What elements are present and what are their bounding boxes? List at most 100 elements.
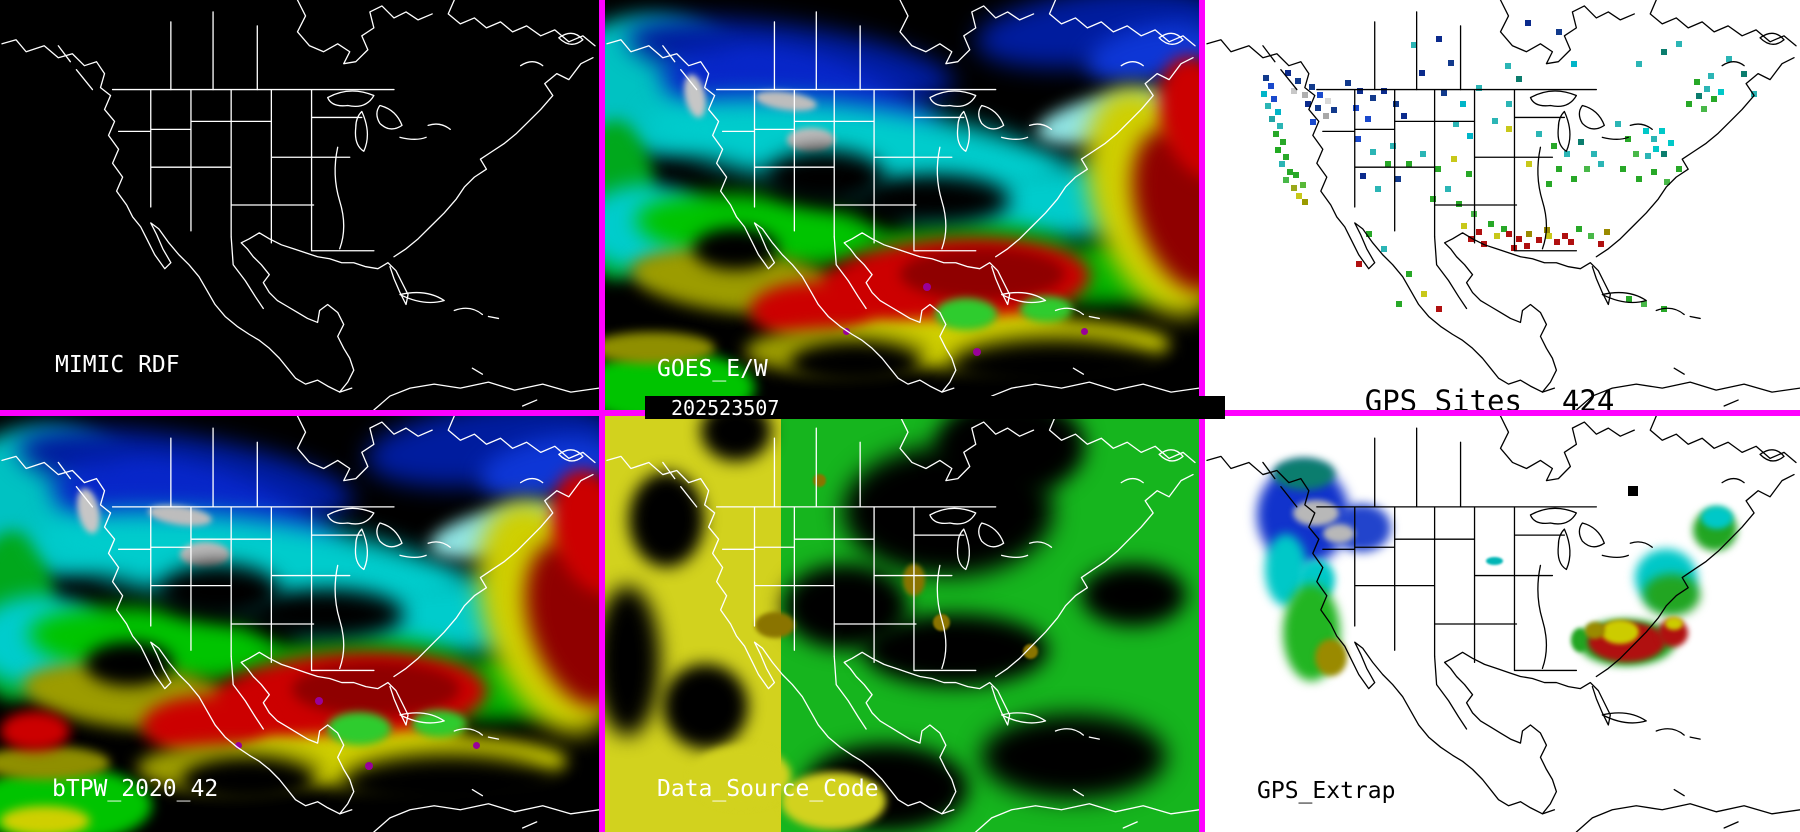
gps-site-dot: [1420, 151, 1426, 157]
gps-site-dot: [1505, 63, 1511, 69]
tpw-field-patch: [950, 338, 1160, 393]
gps-site-dot: [1451, 156, 1457, 162]
gps-site-dot: [1275, 109, 1281, 115]
gps-site-dot: [1467, 133, 1473, 139]
gps-site-dot: [1360, 173, 1366, 179]
gps-site-dot: [1481, 241, 1487, 247]
gps-site-dot: [1661, 306, 1667, 312]
gps-site-dot: [1269, 116, 1275, 122]
gps-site-dot: [1633, 151, 1639, 157]
gps-site-dot: [1273, 131, 1279, 137]
gps-extrap-patch: [1273, 458, 1335, 490]
gps-site-dot: [1645, 153, 1651, 159]
gps-site-dot: [1524, 243, 1530, 249]
gps-extrap-patch: [1486, 557, 1503, 565]
gps-site-dot: [1345, 80, 1351, 86]
data-source-patch: [863, 614, 1048, 686]
tpw-field-patch: [292, 662, 460, 716]
gps-site-dot: [1466, 171, 1472, 177]
gps-site-dot: [1726, 56, 1732, 62]
gps-site-dot: [1694, 79, 1700, 85]
gps-site-dot: [1302, 92, 1308, 98]
tpw-field-patch: [315, 697, 323, 705]
tpw-field-patch: [923, 283, 931, 291]
gps-site-dot: [1571, 61, 1577, 67]
gps-site-dot: [1494, 233, 1500, 239]
gps-site-dot: [1448, 60, 1454, 66]
gps-site-dot: [1636, 176, 1642, 182]
gps-site-dot: [1511, 245, 1517, 251]
gps-site-dot: [1265, 103, 1271, 109]
gps-site-dot: [1564, 151, 1570, 157]
gps-site-dot: [1385, 161, 1391, 167]
gps-site-dot: [1390, 143, 1396, 149]
panel-gps-sites: GPS Sites 424: [1205, 0, 1800, 410]
tpw-field-patch: [412, 710, 466, 737]
gps-site-dot: [1664, 179, 1670, 185]
gps-site-dot: [1381, 246, 1387, 252]
gps-extrap-patch: [1628, 486, 1638, 496]
gps-site-dot: [1393, 101, 1399, 107]
tpw-field-patch: [1020, 296, 1072, 322]
gps-sites-count: 424: [1561, 384, 1615, 410]
gps-site-dot: [1526, 161, 1532, 167]
gps-site-dot: [1546, 181, 1552, 187]
gps-site-dot: [1551, 143, 1557, 149]
gps-site-dot: [1370, 149, 1376, 155]
gps-site-dot: [1325, 98, 1331, 104]
gps-site-dot: [1471, 211, 1477, 217]
gps-site-dot: [1436, 306, 1442, 312]
gps-site-dot: [1275, 147, 1281, 153]
north-america-map-outline: [0, 0, 599, 410]
tpw-field-patch: [1081, 328, 1088, 335]
gps-site-dot: [1460, 101, 1466, 107]
gps-site-dot: [1598, 241, 1604, 247]
gps-site-dot: [1293, 172, 1299, 178]
gps-site-dot: [1696, 93, 1702, 99]
gps-site-dot: [1461, 223, 1467, 229]
gps-site-dot: [1516, 76, 1522, 82]
gps-extrap-patch: [1323, 524, 1355, 543]
gps-site-dot: [1305, 101, 1311, 107]
timestamp-text: 202523507: [671, 395, 780, 420]
data-source-patch: [981, 714, 1166, 799]
gps-site-dot: [1366, 231, 1372, 237]
gps-site-dot: [1365, 116, 1371, 122]
gps-site-dot: [1516, 236, 1522, 242]
gps-site-dot: [1295, 78, 1301, 84]
gps-site-dot: [1591, 151, 1597, 157]
gps-site-dot: [1302, 199, 1308, 205]
gps-site-dot: [1492, 118, 1498, 124]
gps-site-dot: [1283, 154, 1289, 160]
gps-site-dot: [1323, 113, 1329, 119]
gps-site-dot: [1676, 166, 1682, 172]
gps-site-dot: [1263, 75, 1269, 81]
data-source-patch: [1081, 564, 1186, 626]
gps-site-dot: [1271, 96, 1277, 102]
tpw-field-patch: [860, 175, 1010, 225]
gps-site-dot: [1701, 106, 1707, 112]
gps-site-dot: [1626, 296, 1632, 302]
gps-site-dot: [1357, 88, 1363, 94]
gps-site-dot: [1556, 166, 1562, 172]
gps-site-dot: [1261, 91, 1267, 97]
gps-site-dot: [1604, 229, 1610, 235]
gps-site-dot: [1381, 88, 1387, 94]
panel-label-gps-extrap: GPS_Extrap: [1257, 778, 1396, 804]
gps-site-dot: [1676, 41, 1682, 47]
tpw-field-patch: [790, 342, 920, 384]
gps-site-dot: [1395, 176, 1401, 182]
gps-extrap-patch: [1665, 617, 1683, 630]
tpw-field-patch: [843, 328, 850, 335]
tpw-field-patch: [342, 754, 557, 812]
gps-site-dot: [1620, 166, 1626, 172]
gps-site-dot: [1718, 89, 1724, 95]
gps-site-dot: [1436, 36, 1442, 42]
gps-site-dot: [1315, 105, 1321, 111]
gps-site-dot: [1356, 261, 1362, 267]
panel-label-btpw: bTPW_2020_42: [52, 776, 219, 802]
panel-gps-extrap: GPS_Extrap: [1205, 416, 1800, 832]
gps-extrap-patch: [1315, 639, 1347, 676]
gps-site-dot: [1468, 236, 1474, 242]
gps-site-dot: [1406, 161, 1412, 167]
